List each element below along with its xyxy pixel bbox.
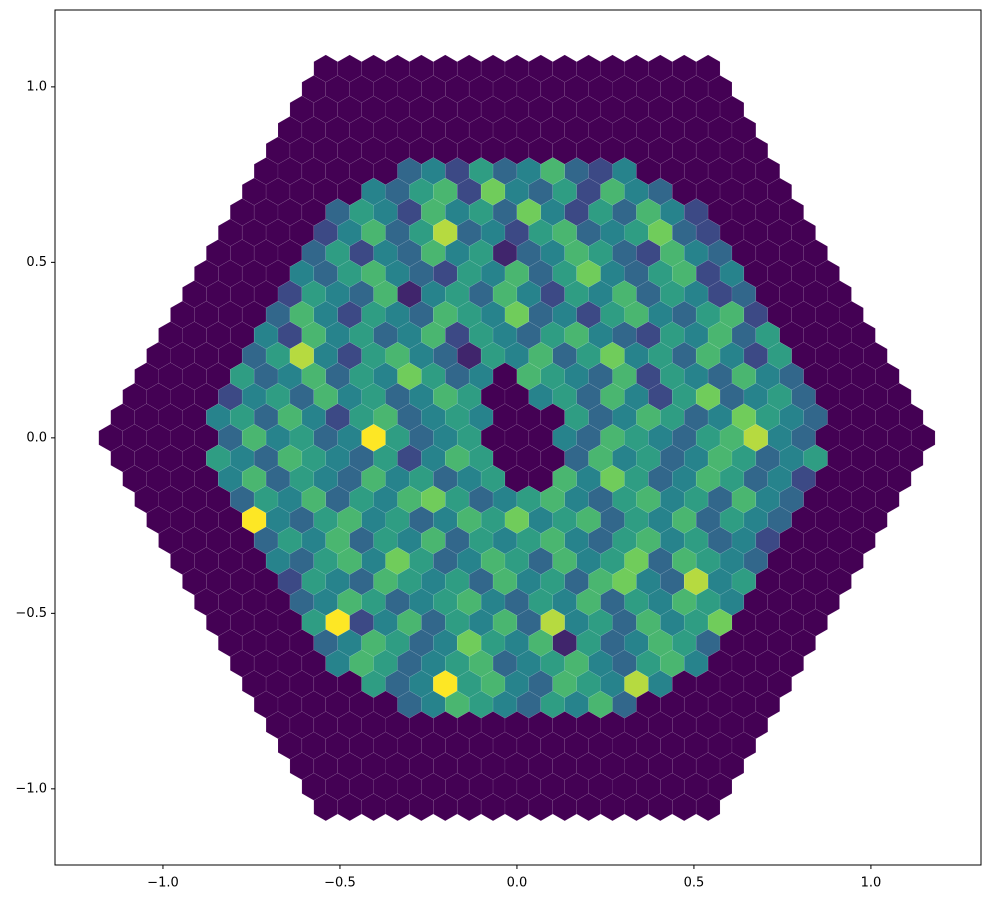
hex-layer	[98, 54, 936, 822]
x-tick-label: 0.5	[684, 876, 705, 891]
x-tick-label: 1.0	[861, 876, 882, 891]
x-tick-label: −1.0	[147, 876, 179, 891]
y-tick-label: −1.0	[15, 781, 47, 796]
y-tick-label: 1.0	[26, 79, 47, 94]
y-tick-label: 0.5	[26, 255, 47, 270]
y-tick-label: 0.0	[26, 430, 47, 445]
x-tick-label: 0.0	[507, 876, 528, 891]
hex-pixel	[695, 793, 721, 822]
y-tick-label: −0.5	[15, 606, 47, 621]
x-tick-label: −0.5	[324, 876, 356, 891]
